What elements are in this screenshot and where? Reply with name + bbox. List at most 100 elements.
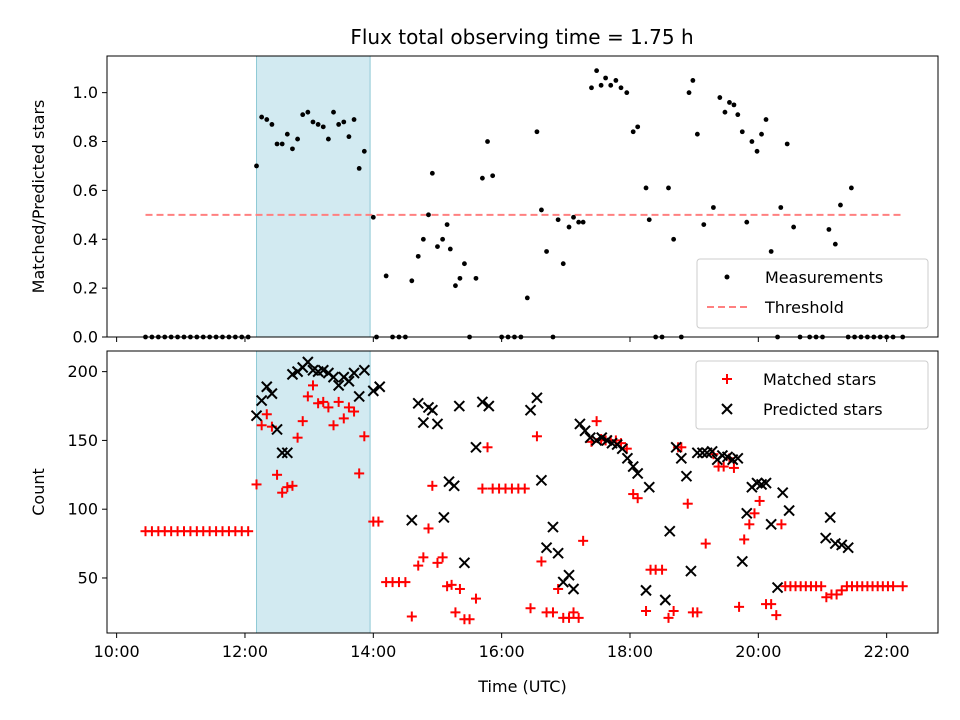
count-y-axis-label: Count	[29, 468, 48, 516]
matched-star-point	[343, 402, 354, 413]
measurement-point	[731, 102, 737, 108]
measurement-point	[784, 141, 790, 147]
predicted-star-point	[250, 409, 263, 422]
measurement-point	[264, 117, 270, 122]
matched-star-point	[676, 442, 687, 453]
predicted-star-point	[343, 375, 355, 387]
matched-star-point	[766, 599, 777, 610]
predicted-star-point	[777, 486, 789, 499]
ratio-y-axis-label: Matched/Predicted stars	[29, 100, 48, 294]
matched-star-point	[734, 601, 745, 612]
matched-star-point	[641, 605, 652, 616]
matched-star-point	[427, 480, 438, 491]
predicted-star-point	[771, 581, 784, 594]
matched-star-point	[272, 469, 283, 480]
predicted-star-point	[327, 371, 340, 383]
measurement-point	[279, 141, 285, 147]
matched-star-point	[287, 480, 298, 491]
predicted-star-point	[706, 445, 718, 458]
matched-star-point	[333, 396, 344, 407]
predicted-star-point	[261, 381, 273, 393]
measurement-point	[444, 222, 450, 228]
measurement-point	[608, 82, 614, 88]
measurement-point	[646, 217, 652, 223]
predicted-star-point	[640, 584, 652, 597]
measurement-point	[490, 173, 496, 179]
legend-predicted-marker	[721, 403, 733, 415]
measurement-point	[754, 148, 760, 154]
predicted-star-point	[431, 418, 444, 430]
matched-star-point	[297, 416, 308, 427]
measurement-point	[341, 119, 347, 125]
ratio-legend: Measurements Threshold	[696, 258, 929, 329]
matched-star-point	[578, 535, 589, 546]
count-legend-box	[695, 360, 929, 430]
predicted-star-point	[691, 447, 704, 459]
measurement-point	[603, 75, 608, 81]
ratio-panel: 0.0 0.2 0.4 0.6 0.8 1.0 Matched/Predicted sta…	[29, 55, 939, 347]
measurement-point	[473, 275, 479, 281]
predicted-star-point	[531, 392, 543, 404]
predicted-star-point	[567, 583, 580, 595]
matched-star-point	[482, 442, 493, 453]
measurement-point	[686, 90, 692, 96]
matched-star-point	[728, 462, 739, 473]
measurement-point	[589, 85, 594, 91]
measurement-point	[274, 141, 280, 147]
predicted-star-point	[664, 525, 676, 537]
matched-star-point	[302, 391, 313, 402]
measurement-point	[356, 166, 362, 171]
count-x-ticks: 10:00 12:00 14:00 16:00 18:00 20:00 22:00	[94, 633, 910, 661]
matched-star-point	[564, 612, 575, 623]
predicted-star-point	[621, 452, 634, 465]
legend-matched-marker	[722, 374, 732, 384]
measurement-point	[315, 122, 321, 127]
measurement-point	[791, 224, 797, 230]
predicted-star-point	[685, 565, 697, 577]
x-tick-label: 22:00	[864, 642, 910, 661]
matched-star-point	[256, 420, 267, 431]
matched-star-point	[754, 495, 765, 506]
predicted-star-point	[281, 447, 294, 459]
matched-star-point	[739, 534, 750, 545]
measurement-point	[735, 112, 741, 118]
matched-star-point	[454, 583, 465, 594]
predicted-star-point	[584, 431, 596, 444]
matched-star-point	[292, 432, 303, 443]
matched-star-point	[328, 420, 339, 431]
matched-star-point	[349, 406, 360, 417]
y-tick-label: 0.0	[73, 328, 98, 347]
measurement-point	[325, 136, 331, 142]
measurement-point	[624, 90, 630, 96]
measurement-point	[429, 170, 435, 176]
x-tick-label: 20:00	[735, 642, 781, 661]
measurement-point	[635, 124, 641, 130]
matched-star-point	[450, 607, 461, 618]
predicted-star-point	[302, 356, 314, 368]
measurement-point	[539, 207, 544, 213]
matched-star-point	[423, 523, 434, 534]
ratio-x-ticks	[116, 337, 888, 342]
measurement-point	[544, 249, 549, 254]
matched-star-point	[771, 610, 782, 621]
x-tick-label: 10:00	[94, 642, 140, 661]
y-tick-label: 0.4	[73, 230, 98, 249]
matched-star-point	[525, 603, 536, 614]
measurement-point	[711, 205, 716, 210]
predicted-star-point	[358, 364, 371, 376]
matched-star-point	[536, 556, 547, 567]
matched-star-point	[553, 583, 564, 594]
measurement-point	[566, 224, 572, 230]
predicted-star-point	[412, 397, 424, 409]
measurement-point	[763, 117, 769, 122]
legend-predicted-symbol	[721, 403, 733, 415]
matched-star-point	[243, 526, 254, 537]
predicted-star-points	[250, 356, 854, 606]
predicted-star-point	[276, 447, 288, 459]
predicted-star-point	[255, 394, 268, 407]
predicted-star-point	[563, 569, 575, 581]
measurement-point	[300, 112, 306, 118]
matched-star-point	[816, 581, 827, 592]
predicted-star-point	[353, 390, 365, 403]
